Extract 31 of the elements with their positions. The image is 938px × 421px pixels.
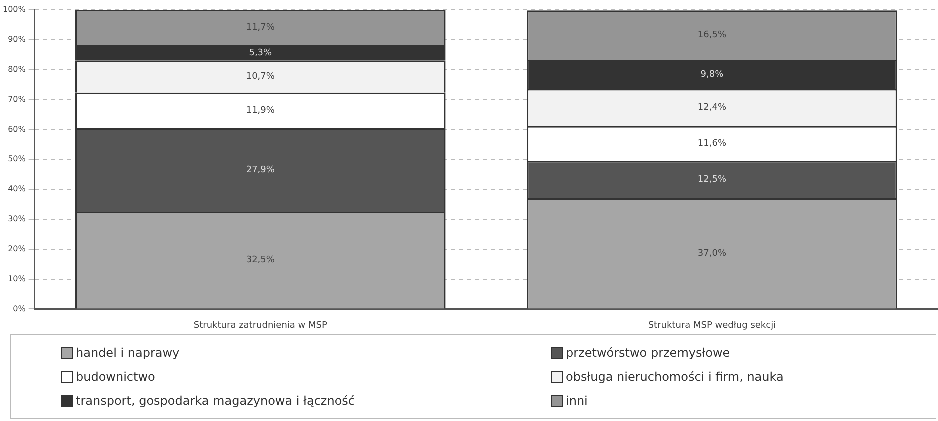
x-tick-label: Struktura MSP według sekcji	[648, 320, 776, 331]
y-tick-label: 20%	[8, 244, 26, 254]
data-label: 12,4%	[698, 103, 727, 114]
y-tick-label: 80%	[8, 64, 26, 74]
y-tick-label: 100%	[2, 5, 26, 14]
data-label: 11,7%	[246, 22, 276, 33]
y-tick-label: 70%	[8, 94, 26, 104]
y-tick-label: 30%	[8, 214, 26, 224]
legend-label: przetwórstwo przemysłowe	[566, 346, 730, 360]
data-label: 11,6%	[698, 139, 727, 150]
legend-label: transport, gospodarka magazynowa i łączność	[76, 394, 356, 408]
y-tick-label: 10%	[8, 274, 26, 284]
y-tick-label: 60%	[8, 124, 26, 134]
legend-label: budownictwo	[76, 370, 156, 384]
y-tick-label: 40%	[8, 184, 26, 194]
data-label: 37,0%	[698, 248, 727, 259]
legend-label: handel i naprawy	[76, 346, 180, 360]
x-tick-label: Struktura zatrudnienia w MSP	[194, 320, 328, 331]
data-label: 32,5%	[246, 256, 276, 266]
legend-label: obsługa nieruchomości i firm, nauka	[566, 370, 784, 384]
legend-label: inni	[566, 394, 588, 408]
data-label: 27,9%	[246, 166, 276, 176]
data-label: 9,8%	[700, 70, 724, 80]
y-tick-label: 0%	[13, 304, 26, 314]
data-label: 12,5%	[698, 175, 727, 186]
data-label: 11,9%	[246, 106, 276, 116]
y-tick-label: 90%	[8, 35, 26, 44]
data-label: 5,3%	[249, 48, 273, 58]
data-label: 16,5%	[698, 30, 727, 41]
data-label: 10,7%	[246, 72, 276, 82]
y-tick-label: 50%	[8, 154, 26, 164]
